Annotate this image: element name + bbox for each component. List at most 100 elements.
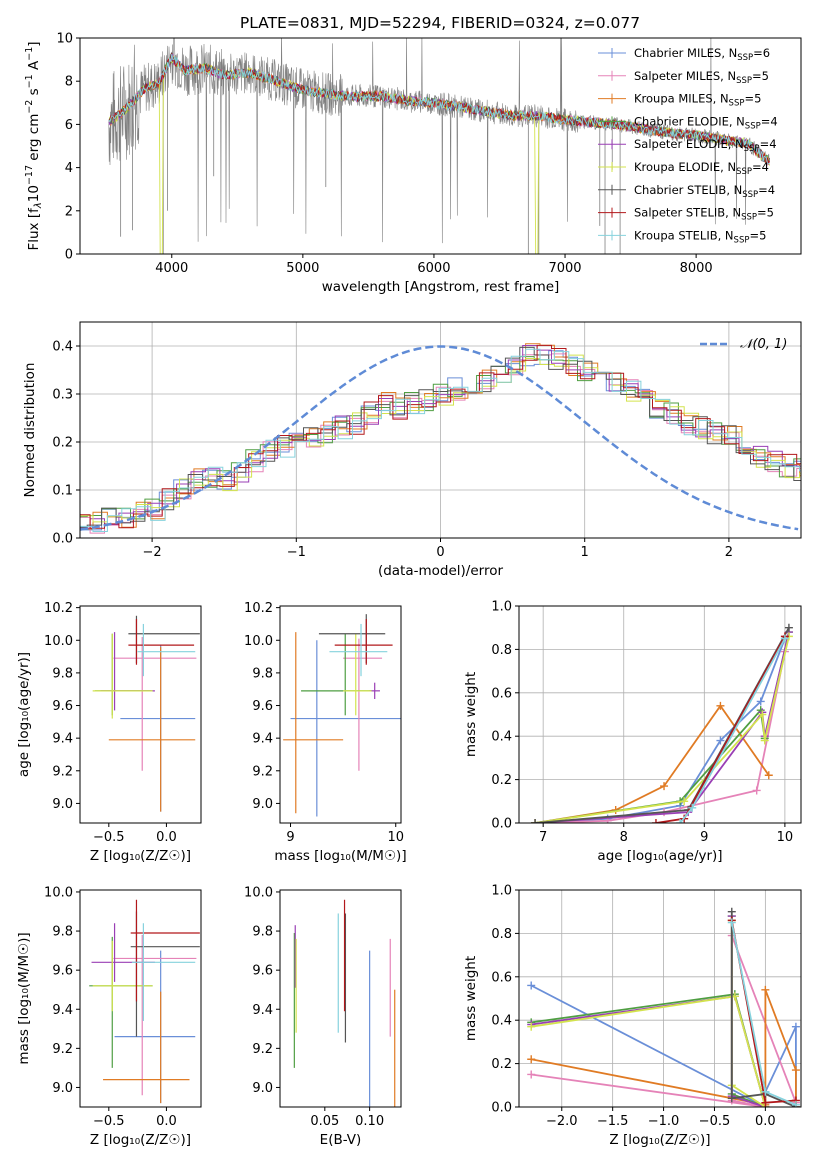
y-axis-label: mass weight bbox=[463, 956, 479, 1041]
x-tick-label: 2 bbox=[725, 545, 733, 560]
x-tick-label: 9 bbox=[286, 830, 294, 845]
y-tick-label: 10 bbox=[56, 32, 73, 47]
y-axis-label-part: −17 bbox=[24, 165, 35, 185]
y-tick-label: 10.0 bbox=[44, 634, 73, 649]
legend-entry-sub: SSP bbox=[737, 53, 753, 63]
x-tick-label: 5000 bbox=[286, 261, 319, 276]
y-tick-label: 9.8 bbox=[252, 666, 273, 681]
y-tick-label: 9.8 bbox=[52, 925, 73, 940]
series-marker-5 bbox=[760, 736, 769, 745]
y-axis-label-part: λ bbox=[33, 202, 44, 209]
y-axis-label-part: −2 bbox=[24, 100, 35, 114]
legend-entry-sub: SSP bbox=[741, 213, 757, 223]
y-axis-label: mass [log₁₀(M/M☉)] bbox=[16, 932, 32, 1064]
axes-frame bbox=[79, 605, 202, 824]
series-marker-8 bbox=[727, 918, 736, 927]
x-tick-label: −0.5 bbox=[93, 830, 125, 845]
y-axis-label: mass weight bbox=[463, 672, 479, 757]
legend-entry-label: Salpeter ELODIE, N bbox=[634, 137, 744, 151]
axes-frame bbox=[279, 605, 402, 824]
legend-entry-sub: SSP bbox=[745, 121, 761, 131]
x-tick-label: −2.0 bbox=[546, 1114, 578, 1129]
y-tick-label: 0.4 bbox=[491, 1014, 512, 1029]
legend-entry-n: =5 bbox=[757, 206, 774, 220]
legend-entry: Salpeter ELODIE, NSSP=4 bbox=[634, 137, 777, 154]
y-tick-label: 0.0 bbox=[491, 817, 512, 832]
x-tick-label: −1 bbox=[287, 545, 306, 560]
y-tick-label: 0.8 bbox=[491, 927, 512, 942]
x-tick-label: 0.10 bbox=[355, 1114, 384, 1129]
x-axis-label: (data-model)/error bbox=[378, 563, 504, 579]
x-tick-label: 0 bbox=[436, 545, 444, 560]
legend-normal-label: 𝒩(0, 1) bbox=[740, 337, 787, 352]
spectrum-model-8 bbox=[108, 54, 770, 165]
y-axis-label-part: 10 bbox=[26, 185, 42, 202]
series-marker-2 bbox=[527, 1055, 536, 1064]
y-tick-label: 0.0 bbox=[491, 1101, 512, 1116]
y-axis-label-part: A bbox=[26, 60, 42, 74]
errorbar-area bbox=[92, 615, 200, 812]
x-tick-label: 7000 bbox=[548, 261, 581, 276]
y-tick-label: 9.6 bbox=[252, 699, 273, 714]
chart-4: 7 8 9 10 0.0 0.2 0.4 0.6 0.8 1.0 age [log₁₀(age/yr… bbox=[463, 600, 802, 864]
series-marker-0 bbox=[756, 697, 765, 706]
histogram-step-3 bbox=[80, 356, 801, 520]
x-tick-label: −0.5 bbox=[699, 1114, 731, 1129]
chart-0: 4000 5000 6000 7000 8000 0 2 4 6 8 10 wavelength [A… bbox=[24, 32, 802, 295]
series-marker-0 bbox=[527, 981, 536, 990]
x-tick-label: −1.0 bbox=[648, 1114, 680, 1129]
y-tick-label: 10.0 bbox=[44, 885, 73, 900]
y-tick-label: 10.2 bbox=[44, 601, 73, 616]
y-tick-label: 9.6 bbox=[252, 964, 273, 979]
y-axis-label: Flux [fλ10−17 erg cm−2 s−1 A−1] bbox=[24, 41, 44, 250]
y-axis-label-part: Flux [f bbox=[26, 207, 42, 251]
axes-frame bbox=[79, 37, 802, 255]
legend-entry-n: =4 bbox=[760, 137, 777, 151]
y-axis-label-part: s bbox=[26, 88, 42, 99]
y-axis-label-part: −1 bbox=[24, 74, 35, 88]
x-tick-label: 0.0 bbox=[156, 830, 177, 845]
x-tick-label: 9 bbox=[700, 830, 708, 845]
y-tick-label: 9.4 bbox=[52, 732, 73, 747]
legend-entry-n: =4 bbox=[752, 160, 769, 174]
series-marker-8 bbox=[676, 819, 685, 823]
legend-entry-label: Chabrier ELODIE, N bbox=[634, 114, 745, 128]
legend-entry-label: Salpeter STELIB, N bbox=[634, 206, 741, 220]
legend-entry: Chabrier STELIB, NSSP=4 bbox=[634, 183, 775, 200]
legend-entry-n: =5 bbox=[752, 69, 769, 83]
y-tick-label: 4 bbox=[65, 161, 73, 176]
x-tick-label: 0.05 bbox=[310, 1114, 339, 1129]
y-tick-label: 10.2 bbox=[244, 601, 273, 616]
y-tick-label: 9.8 bbox=[252, 925, 273, 940]
x-tick-label: 0.0 bbox=[156, 1114, 177, 1129]
y-tick-label: 0 bbox=[65, 248, 73, 263]
chart-5: −0.5 0.0 9.0 9.2 9.4 9.6 9.8 10.0 Z [log₁₀(Z/Z☉)… bbox=[16, 885, 202, 1148]
legend-entry-n: =5 bbox=[744, 92, 761, 106]
spectrum-title: PLATE=0831, MJD=52294, FIBERID=0324, z=0… bbox=[240, 14, 640, 32]
x-tick-label: −1.5 bbox=[597, 1114, 629, 1129]
histogram-step-5 bbox=[80, 354, 801, 523]
y-tick-label: 0.8 bbox=[491, 643, 512, 658]
y-tick-label: 0.3 bbox=[52, 388, 73, 403]
axes-frame bbox=[518, 889, 802, 1108]
line-area bbox=[531, 623, 793, 823]
series-line-6 bbox=[730, 911, 797, 1107]
legend-entry: Chabrier MILES, NSSP=6 bbox=[634, 46, 770, 63]
x-axis-label: Z [log₁₀(Z/Z☉)] bbox=[90, 848, 191, 864]
x-tick-label: −0.5 bbox=[93, 1114, 125, 1129]
chart-6: 0.05 0.10 9.0 9.2 9.4 9.6 9.8 10.0 E(B-V) bbox=[244, 885, 402, 1148]
errorbar-area bbox=[283, 614, 401, 817]
legend-entry-n: =4 bbox=[761, 114, 778, 128]
y-axis-label-part: erg cm bbox=[26, 114, 42, 165]
y-tick-label: 2 bbox=[65, 204, 73, 219]
series-marker-7 bbox=[761, 1098, 770, 1107]
series-marker-8 bbox=[688, 803, 697, 812]
x-axis-label: mass [log₁₀(M/M☉)] bbox=[274, 848, 406, 864]
legend-entry-label: Salpeter MILES, N bbox=[634, 69, 736, 83]
legend-entry-label: Kroupa STELIB, N bbox=[634, 228, 734, 242]
y-tick-label: 9.0 bbox=[252, 797, 273, 812]
y-tick-label: 9.2 bbox=[252, 764, 273, 779]
spectrum-data-line bbox=[108, 38, 770, 244]
legend-entry: Salpeter MILES, NSSP=5 bbox=[634, 69, 769, 86]
